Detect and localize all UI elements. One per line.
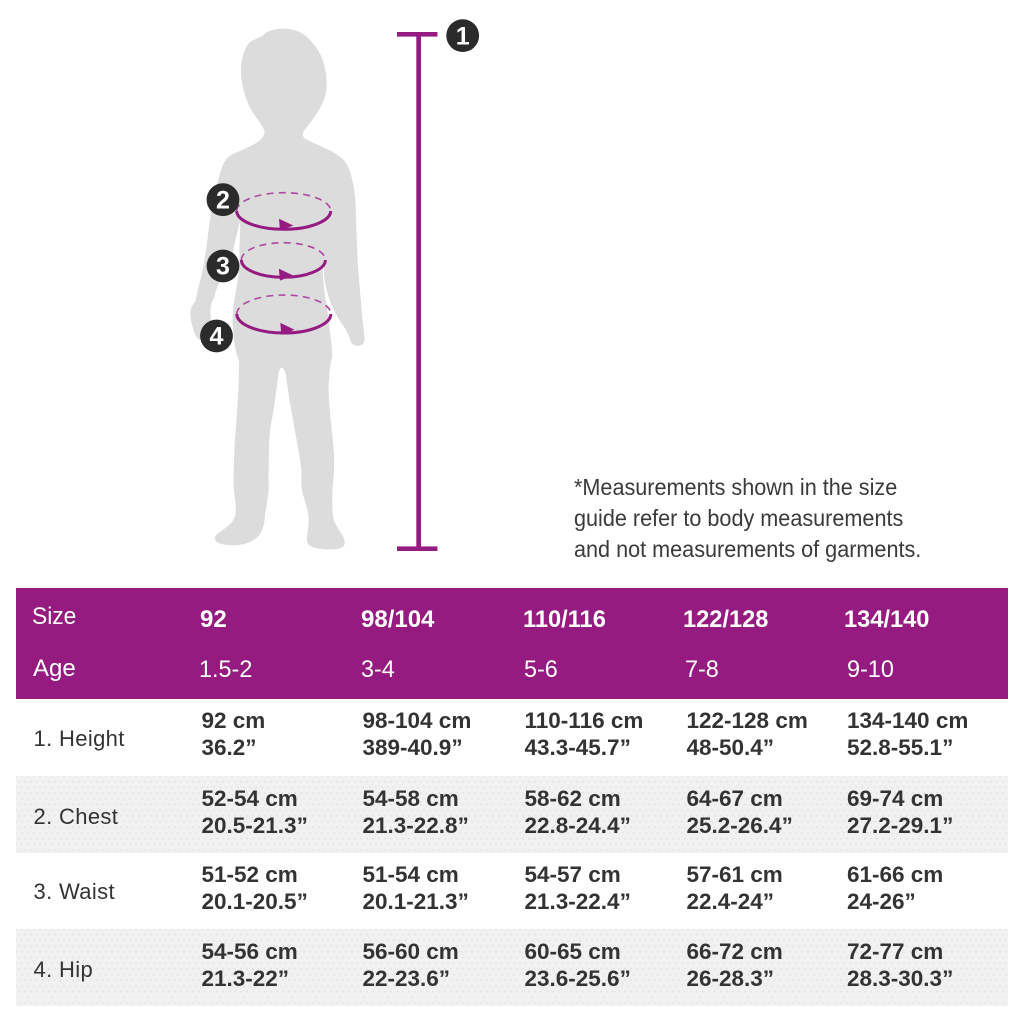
svg-text:3: 3 <box>216 253 230 281</box>
svg-text:4: 4 <box>210 323 224 351</box>
svg-text:1: 1 <box>456 23 470 51</box>
svg-text:2: 2 <box>216 187 230 215</box>
